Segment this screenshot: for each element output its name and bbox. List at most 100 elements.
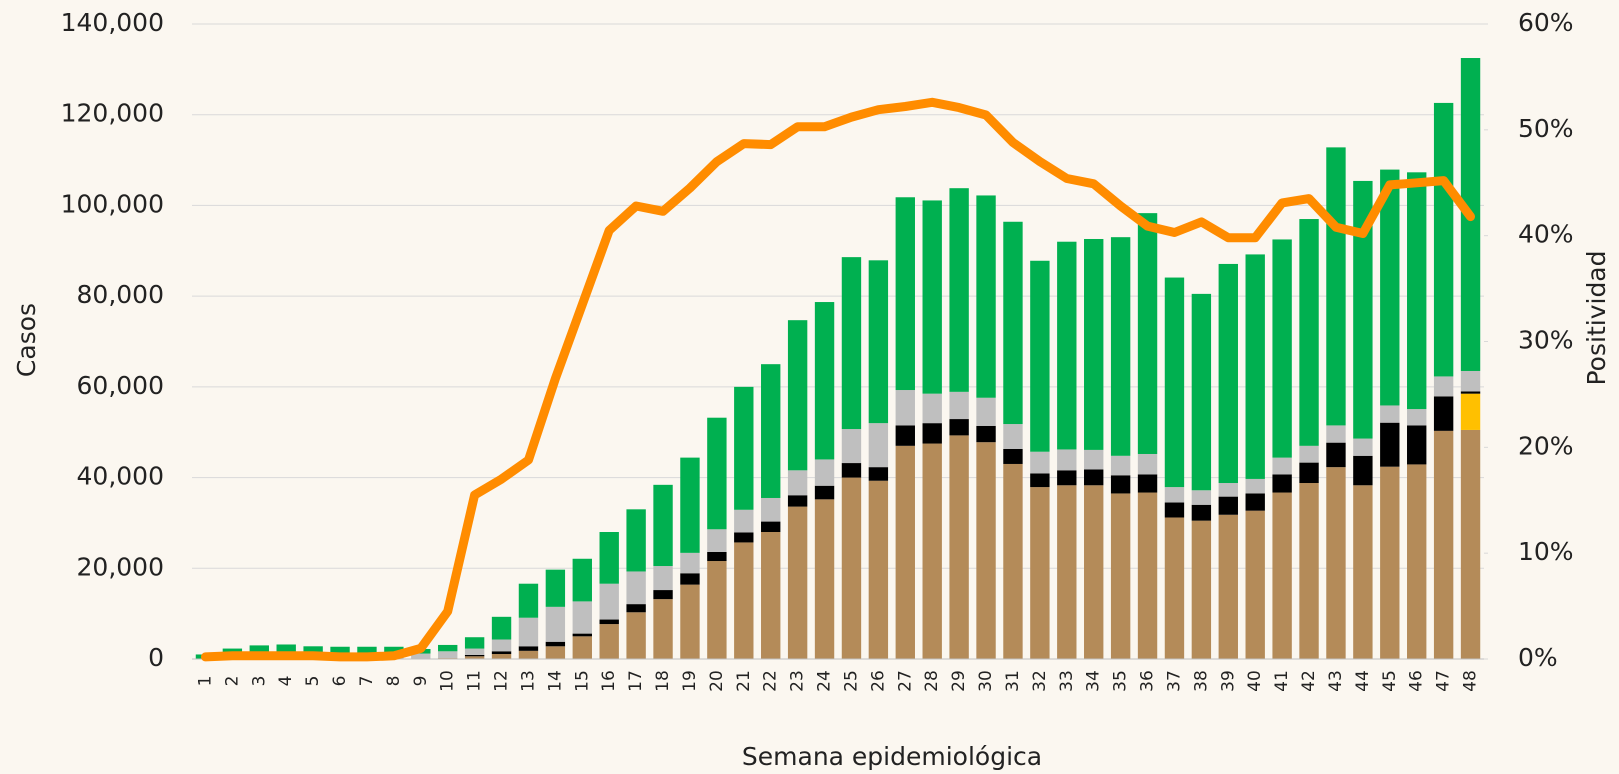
x-tick-label: 47 — [1434, 670, 1454, 692]
y-tick-label: 20,000 — [77, 552, 164, 581]
bar-segment — [896, 446, 915, 659]
bar-segment — [788, 470, 807, 495]
bar-segment — [465, 655, 484, 656]
bar-segment — [1407, 464, 1426, 659]
x-tick-label: 28 — [922, 670, 942, 692]
bar-segment — [1407, 425, 1426, 464]
y2-tick-label: 30% — [1518, 326, 1574, 355]
y2-tick-label: 40% — [1518, 220, 1574, 249]
x-tick-label: 16 — [599, 670, 619, 692]
bar-segment — [492, 639, 511, 651]
bar-segment — [869, 467, 888, 481]
bar-segment — [976, 398, 995, 426]
bar-segment — [815, 459, 834, 485]
x-tick-label: 2 — [222, 676, 242, 687]
bar-segment — [923, 394, 942, 423]
bar-segment — [1407, 172, 1426, 409]
bar-segment — [896, 197, 915, 390]
x-tick-label: 37 — [1164, 670, 1184, 692]
bar-segment — [573, 601, 592, 633]
bar-segment — [1272, 458, 1291, 475]
x-tick-label: 24 — [815, 670, 835, 692]
bar-segment — [1138, 493, 1157, 659]
x-tick-label: 7 — [357, 676, 377, 687]
bar-segment — [761, 532, 780, 659]
bar-segment — [1003, 222, 1022, 424]
x-tick-label: 3 — [249, 676, 269, 687]
bar-segment — [1003, 449, 1022, 464]
x-tick-label: 34 — [1084, 670, 1104, 692]
bar-segment — [519, 584, 538, 618]
x-tick-label: 20 — [707, 670, 727, 692]
bar-segment — [1057, 485, 1076, 659]
bar-segment — [1165, 278, 1184, 488]
bar-segment — [1246, 479, 1265, 494]
bar-segment — [734, 542, 753, 659]
bar-segment — [653, 599, 672, 659]
x-tick-label: 38 — [1191, 670, 1211, 692]
bar-segment — [1353, 439, 1372, 456]
bar-segment — [546, 570, 565, 607]
bar-segment — [573, 634, 592, 637]
x-tick-label: 17 — [626, 670, 646, 692]
bar-segment — [1353, 456, 1372, 485]
bar-segment — [519, 646, 538, 651]
bar-segment — [923, 423, 942, 443]
bar-segment — [1192, 294, 1211, 490]
bar-segment — [1003, 464, 1022, 659]
bar-segment — [1138, 454, 1157, 474]
x-tick-label: 46 — [1407, 670, 1427, 692]
bar-segment — [1030, 487, 1049, 659]
bar-segment — [600, 532, 619, 584]
bar-segment — [976, 195, 995, 397]
x-tick-label: 13 — [518, 670, 538, 692]
x-tick-label: 27 — [895, 670, 915, 692]
x-tick-label: 32 — [1030, 670, 1050, 692]
bar-segment — [1219, 483, 1238, 497]
bar-segment — [842, 478, 861, 659]
bar-segment — [680, 458, 699, 553]
bar-segment — [1461, 371, 1480, 391]
bar-segment — [1192, 490, 1211, 505]
x-tick-label: 42 — [1299, 670, 1319, 692]
bar-segment — [1084, 450, 1103, 470]
y-tick-label: 80,000 — [77, 280, 164, 309]
bar-segment — [546, 646, 565, 659]
bar-segment — [1246, 254, 1265, 479]
bar-segment — [573, 559, 592, 602]
bar-segment — [1219, 264, 1238, 483]
bar-segment — [1407, 409, 1426, 425]
bar-segment — [1326, 147, 1345, 425]
x-axis-title: Semana epidemiológica — [742, 742, 1042, 771]
x-tick-label: 36 — [1138, 670, 1158, 692]
y2-tick-label: 10% — [1518, 537, 1574, 566]
bar-segment — [1434, 103, 1453, 377]
y-tick-label: 40,000 — [77, 462, 164, 491]
bar-segment — [680, 585, 699, 659]
y2-tick-label: 20% — [1518, 431, 1574, 460]
bar-segment — [1084, 239, 1103, 450]
bar-segment — [1138, 213, 1157, 454]
bar-segment — [923, 200, 942, 393]
y-tick-label: 100,000 — [61, 189, 164, 218]
bar-segment — [600, 620, 619, 625]
bar-segment — [1326, 467, 1345, 659]
bar-segment — [546, 642, 565, 647]
bar-segment — [680, 573, 699, 584]
bar-segment — [653, 485, 672, 566]
y2-axis-title: Positividad — [1582, 251, 1611, 386]
bar-segment — [734, 387, 753, 510]
bar-segment — [626, 612, 645, 659]
x-tick-label: 5 — [303, 676, 323, 687]
x-tick-label: 18 — [653, 670, 673, 692]
bar-segment — [815, 486, 834, 500]
bar-segment — [438, 651, 457, 658]
bar-segment — [465, 637, 484, 648]
x-tick-label: 8 — [384, 676, 404, 687]
bar-segment — [896, 390, 915, 425]
bar-segment — [788, 495, 807, 506]
x-tick-label: 23 — [788, 670, 808, 692]
bar-segment — [788, 320, 807, 470]
bar-segment — [869, 260, 888, 423]
bar-segment — [1138, 474, 1157, 492]
